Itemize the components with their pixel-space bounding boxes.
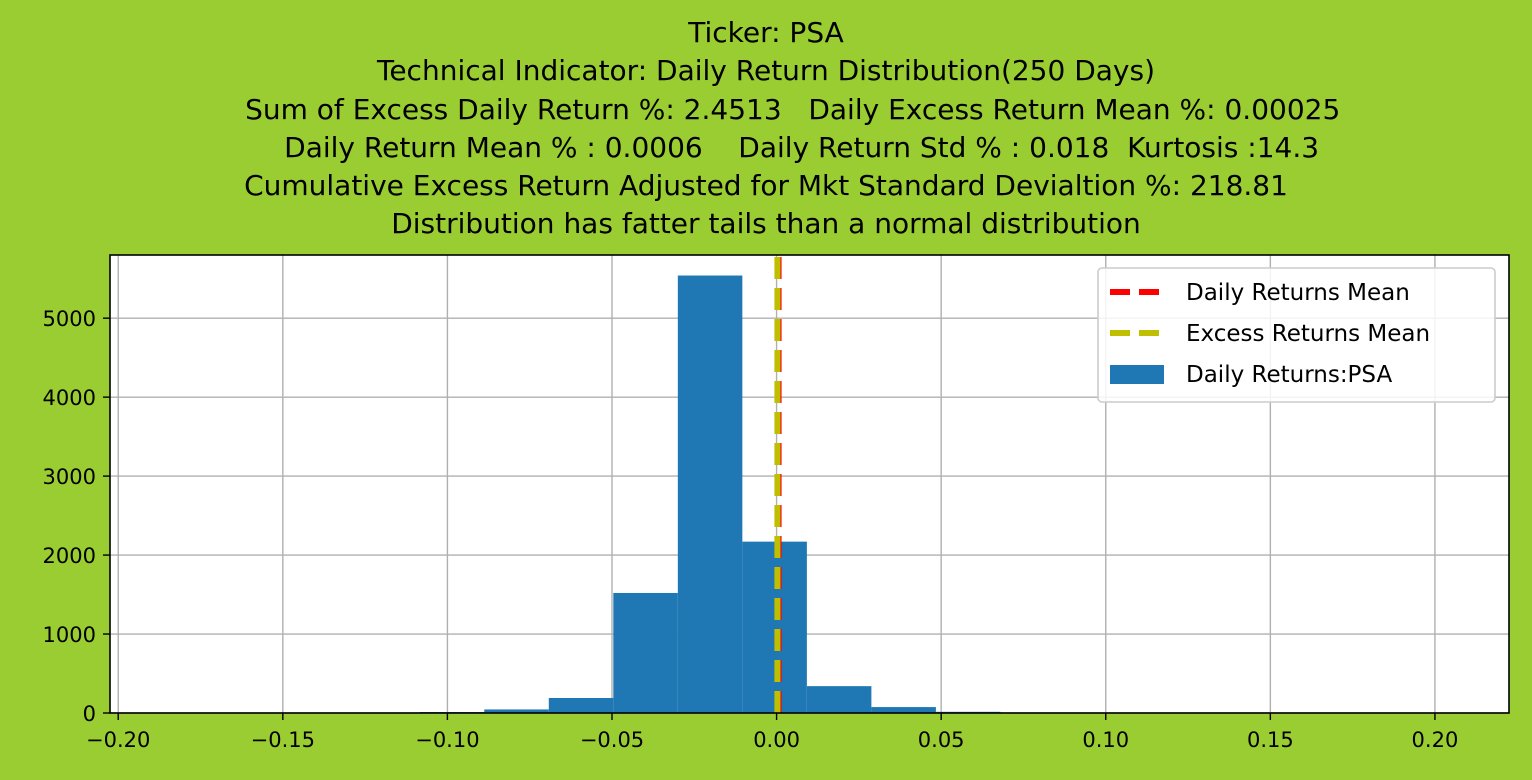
y-tick-label: 0 <box>83 702 96 726</box>
x-tick-label: 0.15 <box>1247 728 1294 752</box>
axes-frame <box>109 254 1510 714</box>
legend-label: Excess Returns Mean <box>1186 321 1430 347</box>
legend-label: Daily Returns Mean <box>1186 280 1410 306</box>
mean-lines <box>774 255 782 713</box>
title-line-excess-stats: Sum of Excess Daily Return %: 2.4513 Dai… <box>191 92 1341 126</box>
title-line-tails-note: Distribution has fatter tails than a nor… <box>391 207 1141 241</box>
x-tick-label: −0.05 <box>580 728 644 752</box>
legend: Daily Returns Mean Excess Returns Mean Dai… <box>1097 267 1496 403</box>
legend-label: Daily Returns:PSA <box>1186 362 1392 388</box>
title-line-ticker: Ticker: PSA <box>688 16 844 49</box>
y-tick-label: 3000 <box>43 465 96 489</box>
x-tick-label: −0.15 <box>251 728 315 752</box>
x-tick-label: 0.05 <box>918 728 965 752</box>
x-tick-label: −0.20 <box>86 728 150 752</box>
title-line-cumulative: Cumulative Excess Return Adjusted for Mk… <box>244 169 1288 203</box>
y-tick-label: 2000 <box>43 544 96 568</box>
histogram-bar <box>677 275 743 713</box>
x-tick-label: 0.00 <box>753 728 800 752</box>
y-tick-label: 1000 <box>43 623 96 647</box>
title-line-return-stats: Daily Return Mean % : 0.0006 Daily Retur… <box>212 130 1320 164</box>
y-tick-label: 4000 <box>43 386 96 410</box>
y-tick-label: 5000 <box>43 307 96 331</box>
x-tick-label: −0.10 <box>415 728 479 752</box>
histogram-bar <box>806 686 872 713</box>
histogram-bar <box>484 709 549 713</box>
x-tick-label: 0.20 <box>1412 728 1459 752</box>
histogram-bar <box>871 707 936 713</box>
legend-swatch-patch <box>1110 365 1164 384</box>
chart-title: Ticker: PSA Technical Indicator: Daily R… <box>0 14 1532 244</box>
title-line-indicator: Technical Indicator: Daily Return Distri… <box>376 54 1156 88</box>
x-tick-label: 0.10 <box>1082 728 1129 752</box>
histogram-bar <box>548 697 614 713</box>
histogram-bar <box>613 592 678 713</box>
legend-box <box>1097 267 1496 403</box>
